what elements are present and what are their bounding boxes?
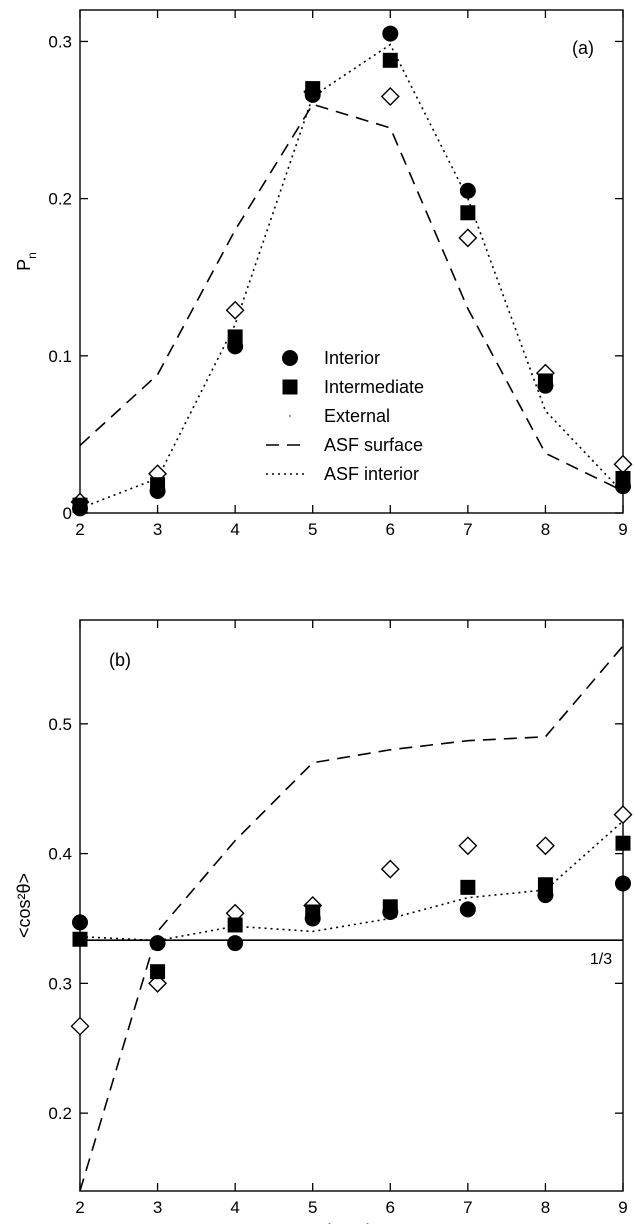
panel-label: (a)	[572, 38, 594, 58]
y-axis-title-subscript: n	[25, 252, 39, 259]
data-point-external	[380, 86, 400, 106]
legend-label: ASF surface	[324, 435, 423, 455]
y-tick-label: 0.3	[48, 974, 72, 993]
plot-frame	[79, 9, 624, 514]
data-point-interior	[615, 478, 631, 495]
legend-label: ASF interior	[324, 464, 419, 484]
y-tick-label: 0	[63, 504, 72, 523]
x-tick-label: 8	[541, 520, 550, 539]
panel-b: 2 3 4 5 6 7 8 9 0.2 0.3 0.4 0.5 (b) 1/3 <cos²θ> Ring si…	[14, 619, 633, 1224]
data-point-interior	[459, 901, 476, 918]
x-tick-label: 2	[75, 1198, 84, 1217]
data-point-interior	[459, 182, 476, 199]
data-point-interior	[227, 935, 244, 952]
x-tick-label: 8	[541, 1198, 550, 1217]
data-point-external	[225, 300, 245, 320]
data-point-interior	[382, 903, 399, 920]
data-point-external	[458, 228, 478, 248]
legend-label: External	[324, 406, 390, 426]
x-tick-label: 9	[618, 520, 627, 539]
data-point-interior	[72, 500, 88, 517]
series-line-asf-surface	[79, 645, 624, 1192]
panel-label: (b)	[109, 650, 131, 670]
reference-line-label: 1/3	[590, 951, 612, 968]
data-point-interior	[227, 338, 244, 355]
data-point-intermediate	[150, 964, 166, 980]
x-tick-label: 6	[386, 1198, 395, 1217]
data-point-external	[380, 859, 400, 879]
series-line-asf-surface	[79, 103, 624, 492]
x-tick-label: 2	[75, 520, 84, 539]
data-point-external	[70, 1016, 90, 1036]
panel-a: 2 3 4 5 6 7 8 9 0 0.1 0.2 0.3 (a) Pn Interior Intermedi…	[14, 9, 633, 539]
legend: Interior Intermediate External ASF surface A…	[266, 348, 424, 484]
x-tick-label: 6	[386, 520, 395, 539]
x-tick-label: 7	[463, 520, 472, 539]
data-point-interior	[149, 935, 166, 952]
data-point-interior	[304, 86, 321, 103]
data-point-intermediate	[615, 835, 631, 851]
y-tick-label: 0.5	[48, 715, 72, 734]
x-tick-label: 5	[308, 1198, 317, 1217]
legend-label: Intermediate	[324, 377, 424, 397]
y-tick-label: 0.3	[48, 32, 72, 51]
legend-symbol	[282, 350, 298, 366]
x-tick-label: 4	[230, 520, 239, 539]
x-tick-label: 5	[308, 520, 317, 539]
legend-symbol	[288, 414, 292, 418]
y-axis-title-main: P	[14, 259, 34, 271]
data-point-intermediate	[382, 52, 398, 68]
x-tick-label: 7	[463, 1198, 472, 1217]
data-point-interior	[537, 377, 554, 394]
data-point-interior	[382, 25, 399, 42]
y-tick-label: 0.2	[48, 190, 72, 209]
y-axis-title: <cos²θ>	[14, 873, 34, 938]
x-axis-title: Ring size	[314, 1221, 388, 1224]
data-point-external	[535, 836, 555, 856]
y-tick-label: 0.2	[48, 1104, 72, 1123]
y-axis-title: Pn	[14, 252, 39, 271]
data-point-intermediate	[72, 931, 88, 947]
x-tick-label: 3	[153, 520, 162, 539]
data-point-intermediate	[460, 879, 476, 895]
data-point-intermediate	[460, 205, 476, 221]
plot-frame	[79, 619, 624, 1192]
data-point-interior	[304, 910, 321, 927]
x-tick-label: 4	[230, 1198, 239, 1217]
y-tick-label: 0.4	[48, 845, 72, 864]
legend-label: Interior	[324, 348, 380, 368]
y-tick-label: 0.1	[48, 347, 72, 366]
x-tick-label: 3	[153, 1198, 162, 1217]
data-point-external	[613, 454, 633, 474]
series-line-asf-interior	[79, 820, 624, 942]
data-point-interior	[615, 875, 631, 892]
data-point-intermediate	[227, 917, 243, 933]
data-point-external	[613, 805, 633, 825]
x-tick-label: 9	[618, 1198, 627, 1217]
data-point-external	[458, 836, 478, 856]
legend-symbol	[282, 379, 298, 395]
data-point-interior	[149, 482, 166, 499]
data-point-interior	[537, 887, 554, 904]
data-point-interior	[72, 914, 88, 931]
